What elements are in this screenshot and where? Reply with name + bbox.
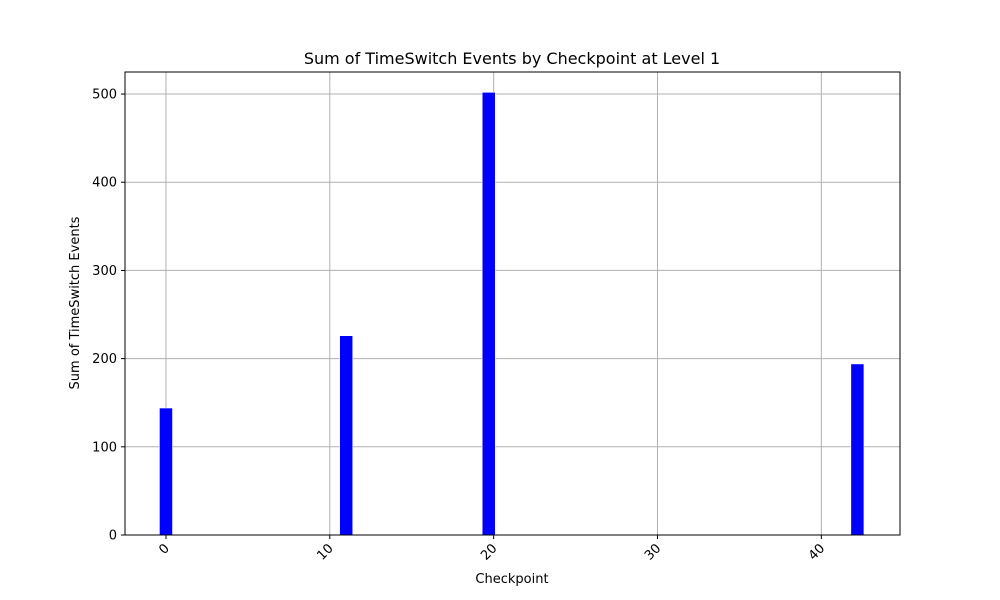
plot-frame xyxy=(124,71,901,536)
y-tick-label: 500 xyxy=(92,88,117,103)
bar xyxy=(159,407,173,536)
y-tick-label: 400 xyxy=(92,176,117,191)
y-tick-label: 200 xyxy=(92,352,117,367)
y-tick-label: 300 xyxy=(92,264,117,279)
bar xyxy=(339,335,354,536)
y-axis-ticks: 0 100 200 300 400 500 xyxy=(92,88,125,544)
x-axis-label: Checkpoint xyxy=(475,572,548,587)
y-tick-label: 100 xyxy=(92,440,117,455)
bar xyxy=(850,363,865,536)
y-tick-label: 0 xyxy=(109,529,117,544)
y-axis-label: Sum of TimeSwitch Events xyxy=(68,216,83,389)
bar xyxy=(481,91,496,536)
chart-title: Sum of TimeSwitch Events by Checkpoint a… xyxy=(304,49,720,68)
